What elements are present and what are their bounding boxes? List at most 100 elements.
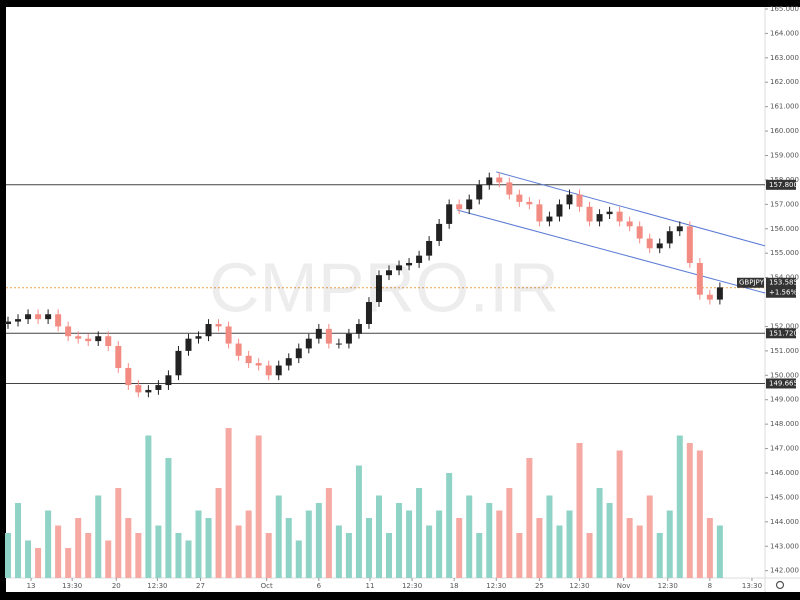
candle-body: [255, 363, 262, 366]
y-tick-label: 150.000: [770, 371, 799, 379]
y-tick-label: 149.000: [770, 396, 799, 404]
candle-body: [596, 214, 603, 222]
candle-body: [35, 314, 42, 320]
y-tick-label: 162.000: [770, 78, 799, 86]
settings-icon[interactable]: [775, 580, 785, 590]
candle-body: [636, 226, 643, 239]
volume-bar: [65, 548, 72, 578]
candle-body: [426, 240, 433, 256]
volume-bar: [195, 510, 202, 578]
candle-body: [686, 226, 693, 263]
volume-bar: [155, 525, 162, 578]
y-tick-label: 156.000: [770, 225, 799, 233]
volume-bar: [345, 533, 352, 578]
y-tick-label: 164.000: [770, 29, 799, 37]
y-tick-label: 152.000: [770, 322, 799, 330]
candle-body: [546, 216, 553, 222]
candle-body: [446, 204, 453, 224]
y-tick-label: 154.000: [770, 274, 799, 282]
x-tick-label: 12:30: [402, 582, 422, 590]
x-tick-label: Oct: [261, 582, 273, 590]
candle-body: [375, 275, 382, 303]
candle-body: [365, 302, 372, 325]
candle-body: [516, 194, 523, 202]
volume-bar: [225, 428, 232, 578]
volume-bar: [135, 533, 142, 578]
volume-bar: [115, 488, 122, 578]
change-label: +1.56%: [769, 289, 797, 297]
volume-bar: [165, 458, 172, 578]
x-tick-label: 27: [196, 582, 205, 590]
x-tick-label: 12:30: [486, 582, 506, 590]
x-tick-label: 12:30: [147, 582, 167, 590]
candle-body: [205, 324, 212, 337]
volume-bar: [546, 495, 553, 578]
volume-bar: [606, 503, 613, 578]
candle-body: [225, 326, 232, 344]
x-tick-label: 25: [535, 582, 544, 590]
candle-body: [15, 319, 22, 322]
volume-bar: [75, 518, 82, 578]
y-tick-label: 165.000: [770, 5, 799, 13]
volume-bar: [576, 443, 583, 578]
candle-body: [85, 338, 92, 342]
candle-body: [195, 336, 202, 339]
candle-body: [165, 375, 172, 386]
candle-body: [125, 367, 132, 386]
channel-line: [457, 209, 766, 294]
volume-bar: [466, 495, 473, 578]
volume-bar: [506, 488, 513, 578]
y-tick-label: 142.000: [770, 567, 799, 575]
level-label: 151.720: [769, 329, 798, 337]
volume-bar: [536, 518, 543, 578]
volume-bar: [375, 495, 382, 578]
level-label-box: [766, 179, 796, 190]
volume-bar: [486, 503, 493, 578]
volume-bar: [666, 510, 673, 578]
candle-body: [476, 184, 483, 200]
volume-bar: [15, 503, 22, 578]
x-tick-label: 20: [112, 582, 121, 590]
volume-bar: [706, 518, 713, 578]
volume-bar: [446, 473, 453, 578]
volume-bar: [185, 540, 192, 578]
volume-bar: [586, 533, 593, 578]
candle-body: [466, 199, 473, 210]
x-tick-label: 13:30: [62, 582, 82, 590]
channel-line: [496, 171, 766, 247]
volume-bar: [305, 510, 312, 578]
volume-bar: [646, 495, 653, 578]
x-tick-label: 8: [708, 582, 712, 590]
candle-body: [145, 389, 152, 393]
volume-bar: [55, 525, 62, 578]
volume-bar: [416, 488, 423, 578]
candle-body: [646, 238, 653, 249]
y-tick-label: 159.000: [770, 152, 799, 160]
volume-bar: [85, 533, 92, 578]
candle-body: [55, 314, 62, 327]
candle-body: [135, 385, 142, 393]
level-label: 157.800: [769, 181, 798, 189]
candle-body: [666, 231, 673, 244]
y-tick-label: 157.000: [770, 200, 799, 208]
settings-gear[interactable]: [775, 580, 785, 590]
volume-bar: [626, 518, 633, 578]
candle-body: [275, 365, 282, 376]
volume-bar: [275, 495, 282, 578]
y-tick-label: 160.000: [770, 127, 799, 135]
volume-bar: [596, 488, 603, 578]
chart-background: [6, 7, 800, 592]
candle-body: [185, 338, 192, 351]
volume-bar: [325, 488, 332, 578]
candle-body: [676, 226, 683, 232]
volume-bar: [285, 518, 292, 578]
x-tick-label: 13:30: [742, 582, 762, 590]
candle-body: [656, 243, 663, 249]
level-label-box: [766, 328, 796, 339]
candle-body: [65, 326, 72, 337]
watermark: CMPRO.IR: [209, 248, 559, 326]
volume-bar: [386, 533, 393, 578]
volume-bar: [396, 503, 403, 578]
volume-bar: [656, 533, 663, 578]
